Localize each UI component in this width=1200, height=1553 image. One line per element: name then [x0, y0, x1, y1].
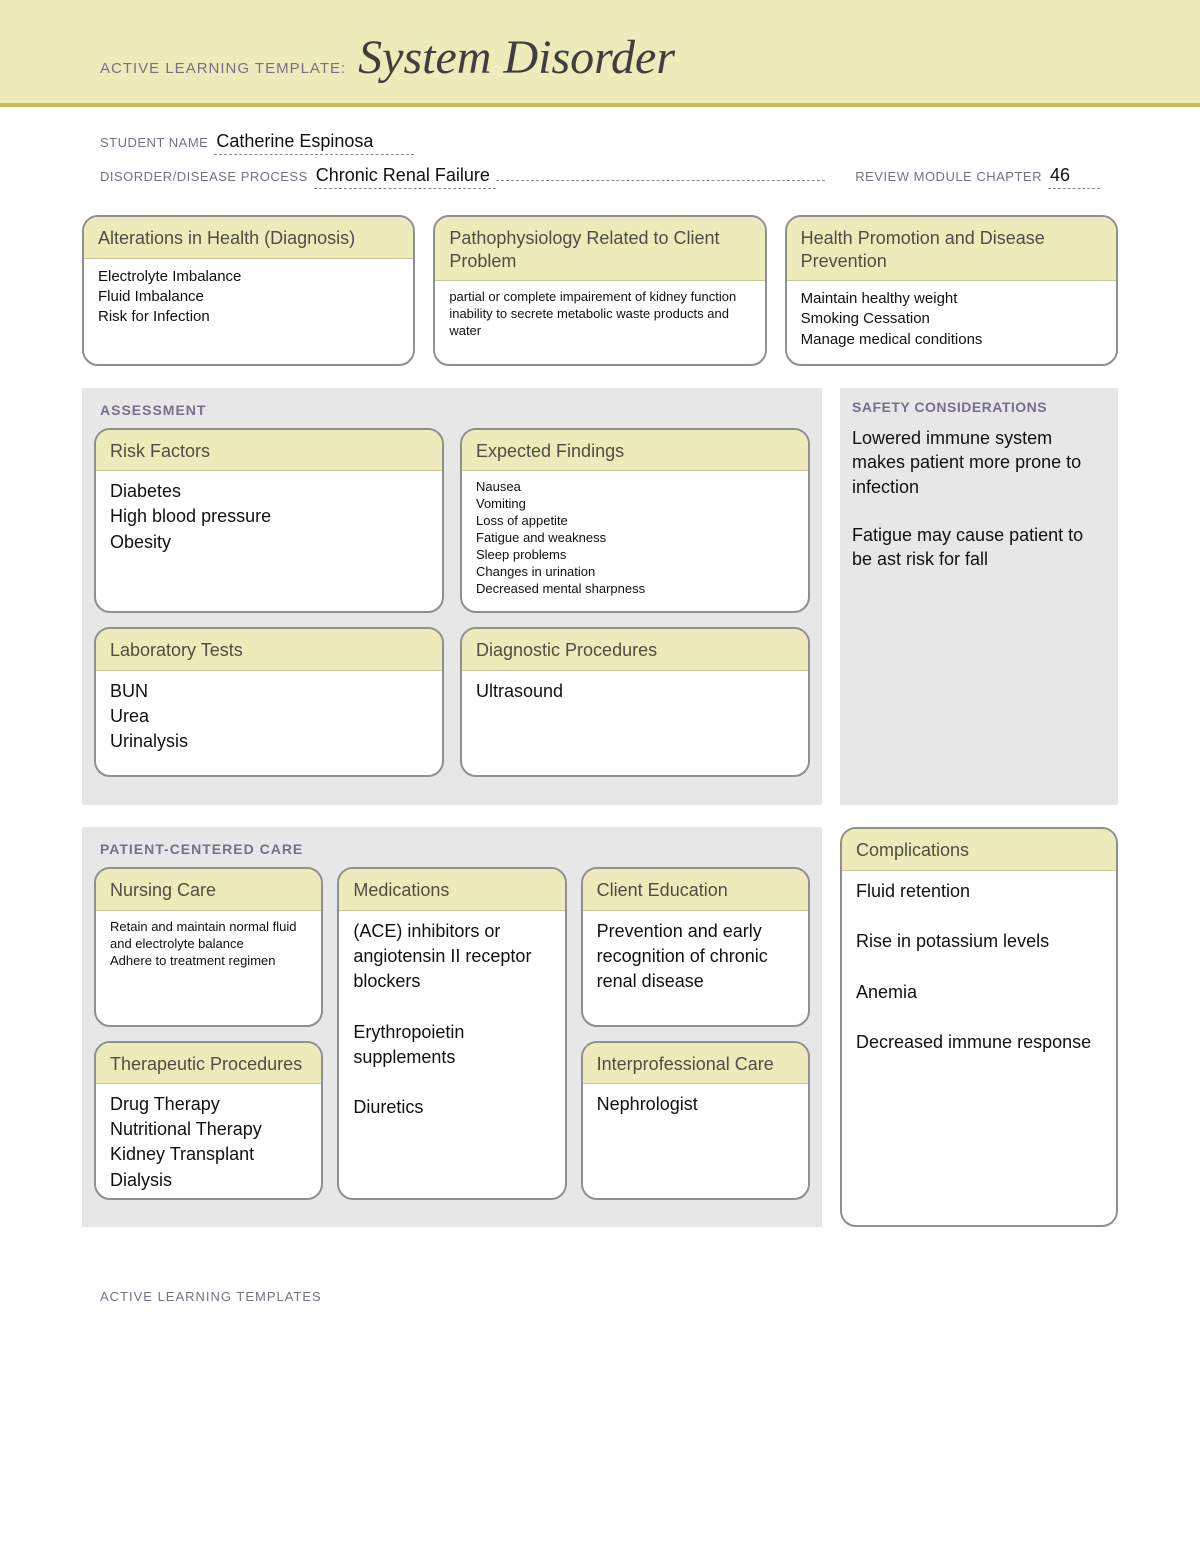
labs-box: Laboratory Tests BUN Urea Urinalysis — [94, 627, 444, 777]
therapeutic-body: Drug Therapy Nutritional Therapy Kidney … — [96, 1084, 321, 1200]
alterations-box: Alterations in Health (Diagnosis) Electr… — [82, 215, 415, 366]
health-promo-title: Health Promotion and Disease Prevention — [787, 217, 1116, 281]
pcc-title: PATIENT-CENTERED CARE — [100, 841, 810, 857]
process-label: DISORDER/DISEASE PROCESS — [100, 169, 308, 184]
client-education-title: Client Education — [583, 869, 808, 911]
risk-factors-body: Diabetes High blood pressure Obesity — [96, 471, 442, 569]
footer-label: ACTIVE LEARNING TEMPLATES — [0, 1249, 1200, 1304]
student-name-value: Catherine Espinosa — [214, 131, 414, 155]
safety-title: SAFETY CONSIDERATIONS — [852, 398, 1106, 416]
banner-label: ACTIVE LEARNING TEMPLATE: — [100, 60, 346, 77]
interprofessional-title: Interprofessional Care — [583, 1043, 808, 1085]
expected-findings-body: Nausea Vomiting Loss of appetite Fatigue… — [462, 471, 808, 611]
content: Alterations in Health (Diagnosis) Electr… — [0, 215, 1200, 1227]
patho-box: Pathophysiology Related to Client Proble… — [433, 215, 766, 366]
pcc-section: PATIENT-CENTERED CARE Nursing Care Retai… — [82, 827, 822, 1227]
labs-body: BUN Urea Urinalysis — [96, 671, 442, 769]
nursing-body: Retain and maintain normal fluid and ele… — [96, 911, 321, 984]
chapter-value: 46 — [1048, 165, 1100, 189]
therapeutic-box: Therapeutic Procedures Drug Therapy Nutr… — [94, 1041, 323, 1200]
medications-body: (ACE) inhibitors or angiotensin II recep… — [339, 911, 564, 1135]
banner: ACTIVE LEARNING TEMPLATE: System Disorde… — [0, 0, 1200, 107]
alterations-body: Electrolyte Imbalance Fluid Imbalance Ri… — [84, 259, 413, 342]
top-row: Alterations in Health (Diagnosis) Electr… — [82, 215, 1118, 366]
assessment-section: ASSESSMENT Risk Factors Diabetes High bl… — [82, 388, 822, 806]
alterations-title: Alterations in Health (Diagnosis) — [84, 217, 413, 259]
client-education-body: Prevention and early recognition of chro… — [583, 911, 808, 1009]
medications-title: Medications — [339, 869, 564, 911]
medications-box: Medications (ACE) inhibitors or angioten… — [337, 867, 566, 1199]
chapter-label: REVIEW MODULE CHAPTER — [855, 169, 1042, 184]
safety-body: Lowered immune system makes patient more… — [852, 426, 1106, 572]
complications-body: Fluid retention Rise in potassium levels… — [842, 871, 1116, 1069]
patho-body: partial or complete impairement of kidne… — [435, 281, 764, 354]
health-promo-body: Maintain healthy weight Smoking Cessatio… — [787, 281, 1116, 364]
client-education-box: Client Education Prevention and early re… — [581, 867, 810, 1026]
complications-box: Complications Fluid retention Rise in po… — [840, 827, 1118, 1227]
labs-title: Laboratory Tests — [96, 629, 442, 671]
interprofessional-body: Nephrologist — [583, 1084, 808, 1131]
expected-findings-box: Expected Findings Nausea Vomiting Loss o… — [460, 428, 810, 614]
process-value: Chronic Renal Failure — [314, 165, 496, 189]
therapeutic-title: Therapeutic Procedures — [96, 1043, 321, 1085]
student-name-label: STUDENT NAME — [100, 135, 208, 150]
complications-title: Complications — [842, 829, 1116, 871]
diagnostics-title: Diagnostic Procedures — [462, 629, 808, 671]
nursing-box: Nursing Care Retain and maintain normal … — [94, 867, 323, 1026]
nursing-title: Nursing Care — [96, 869, 321, 911]
page: ACTIVE LEARNING TEMPLATE: System Disorde… — [0, 0, 1200, 1344]
expected-findings-title: Expected Findings — [462, 430, 808, 472]
diagnostics-box: Diagnostic Procedures Ultrasound — [460, 627, 810, 777]
diagnostics-body: Ultrasound — [462, 671, 808, 718]
safety-box: SAFETY CONSIDERATIONS Lowered immune sys… — [840, 388, 1118, 806]
interprofessional-box: Interprofessional Care Nephrologist — [581, 1041, 810, 1200]
banner-title: System Disorder — [358, 30, 675, 85]
assessment-title: ASSESSMENT — [100, 402, 810, 418]
patho-title: Pathophysiology Related to Client Proble… — [435, 217, 764, 281]
health-promo-box: Health Promotion and Disease Prevention … — [785, 215, 1118, 366]
risk-factors-box: Risk Factors Diabetes High blood pressur… — [94, 428, 444, 614]
meta-block: STUDENT NAME Catherine Espinosa DISORDER… — [0, 107, 1200, 215]
risk-factors-title: Risk Factors — [96, 430, 442, 472]
